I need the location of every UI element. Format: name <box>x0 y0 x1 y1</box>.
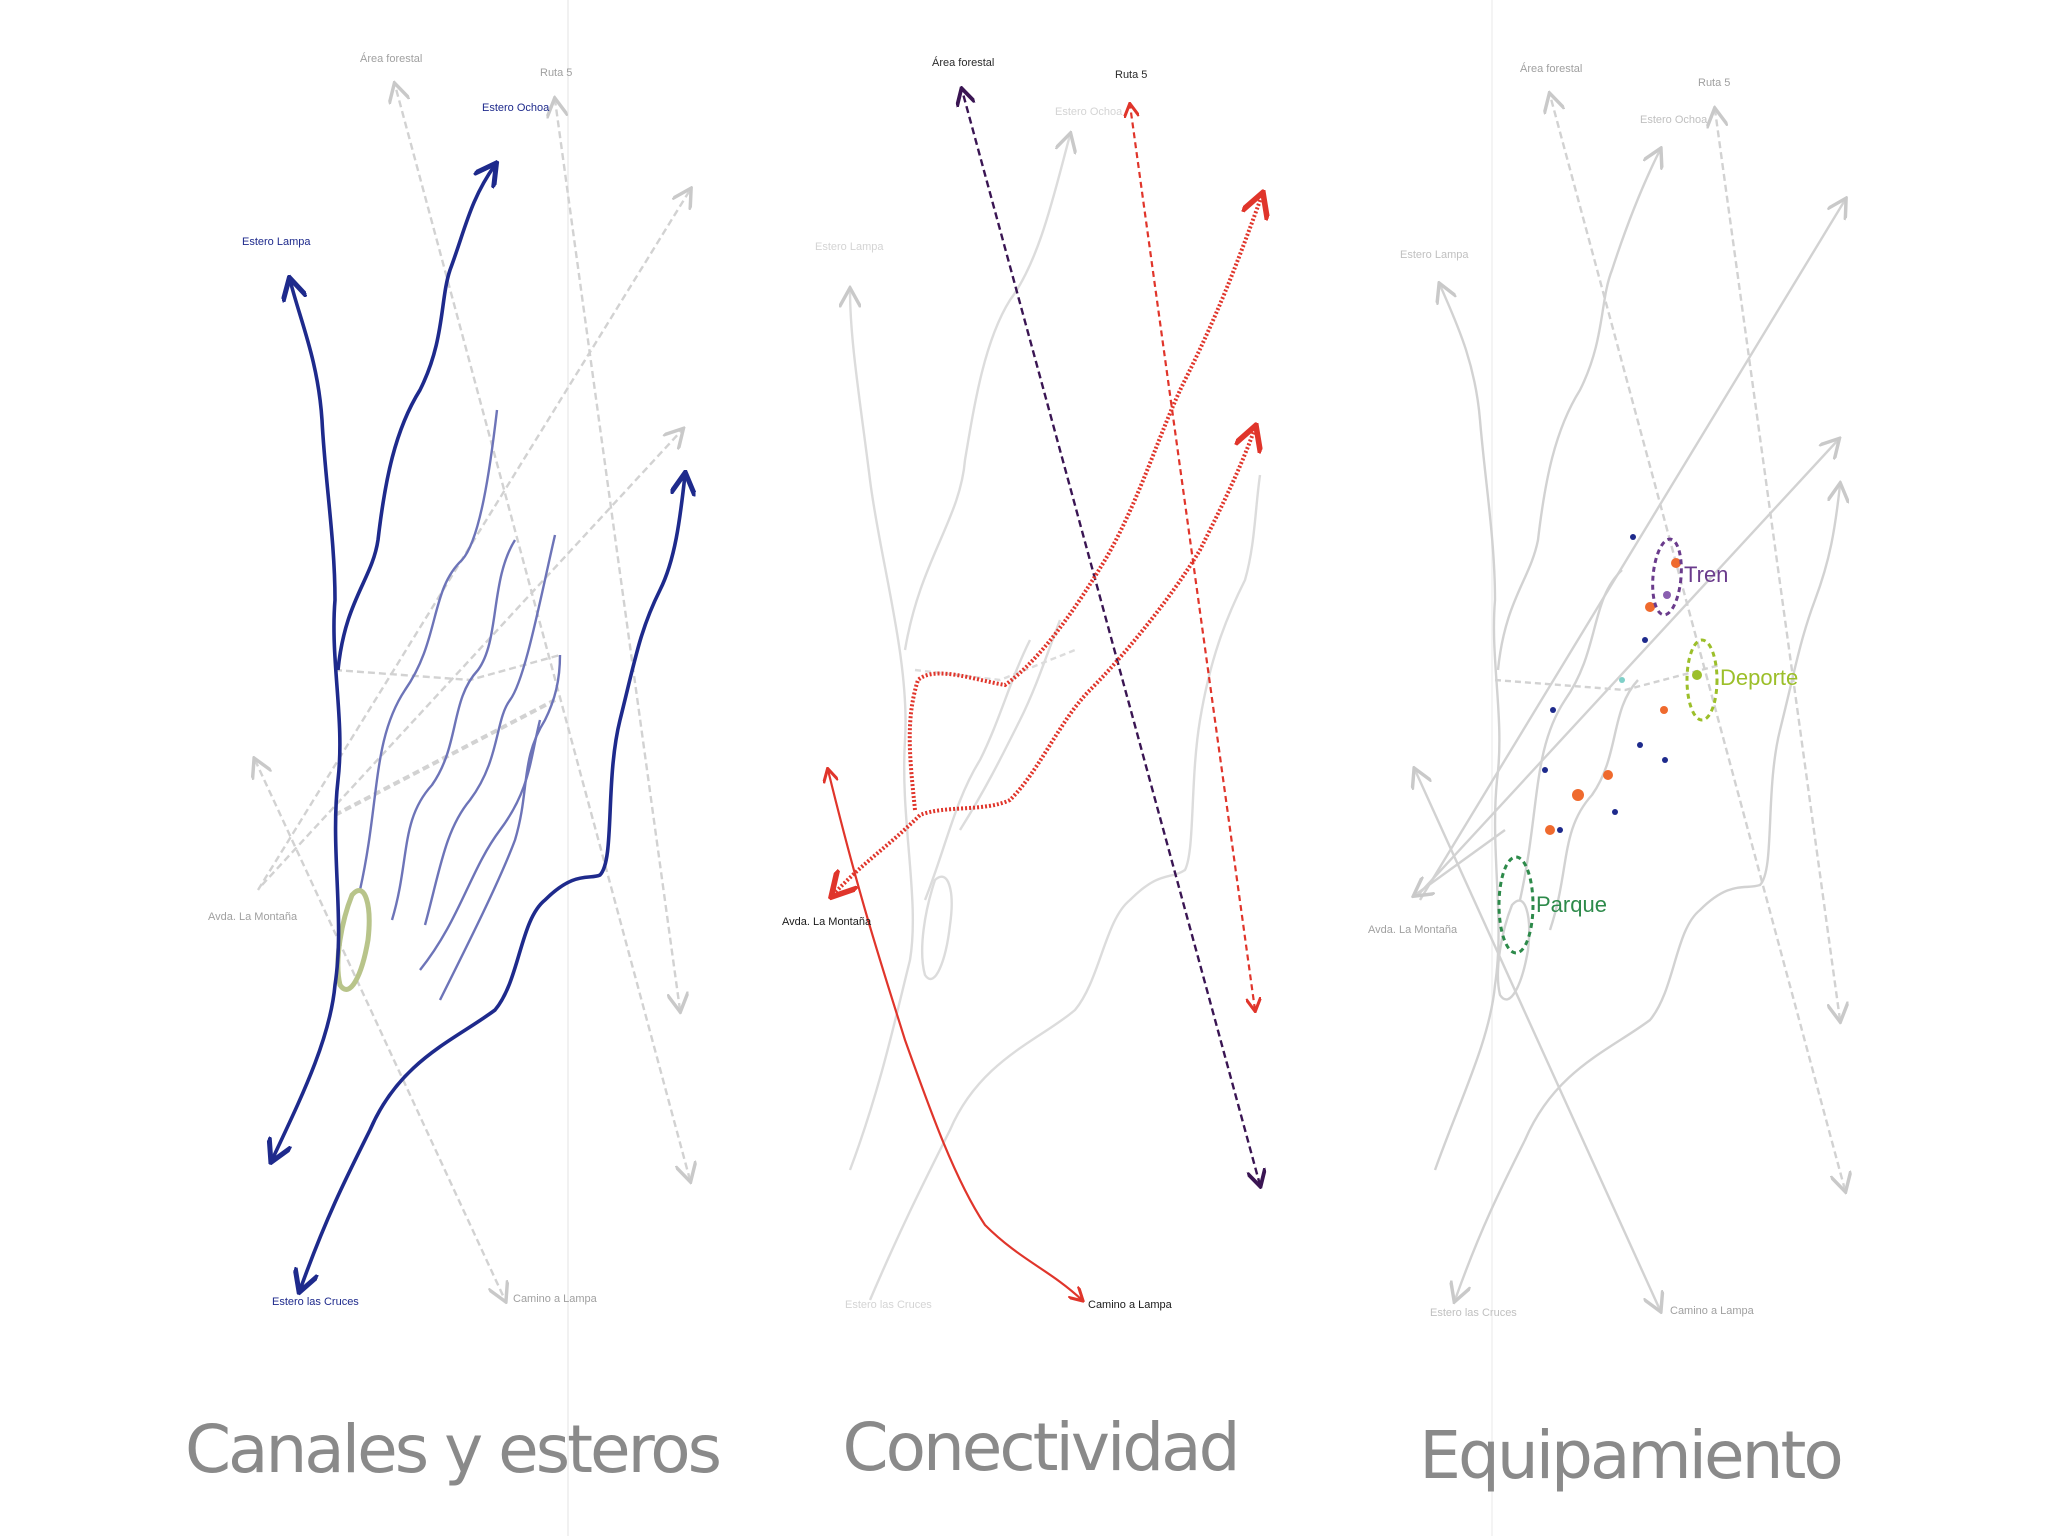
ghost-channel-mid-2 <box>958 619 1062 831</box>
axis-ne-arrow <box>1418 200 1845 901</box>
label-camino-a-lampa: Camino a Lampa <box>513 1293 598 1305</box>
label-estero-las-cruces: Estero las Cruces <box>272 1296 359 1308</box>
dot-navy <box>1637 742 1643 748</box>
label-tren: Tren <box>1684 562 1728 587</box>
base-network <box>255 85 690 1300</box>
label-deporte: Deporte <box>1720 665 1798 690</box>
estero-ochoa-channel <box>336 165 495 671</box>
label-avda-la-montana: Avda. La Montaña <box>1368 924 1458 936</box>
panel-title: Equipamiento <box>1419 1417 1840 1494</box>
dot-navy <box>1550 707 1556 713</box>
label-ruta-5: Ruta 5 <box>1698 77 1730 89</box>
link-area-forestal <box>962 90 1260 1185</box>
axis-ruta-5-arrow <box>555 100 680 1010</box>
channel-lampa <box>1433 285 1501 1171</box>
light-channels <box>358 409 562 1001</box>
estero-las-cruces-channel <box>300 475 685 1290</box>
link-ruta-5 <box>1130 105 1255 1010</box>
label-estero-lampa-ghost: Estero Lampa <box>815 241 884 253</box>
channel-inner-2 <box>1548 679 1639 931</box>
dot-navy <box>1557 827 1563 833</box>
channel-light-4 <box>419 719 542 971</box>
label-avda-la-montana: Avda. La Montaña <box>782 916 872 928</box>
dot-orange <box>1545 825 1555 835</box>
deporte-marker <box>1692 670 1702 680</box>
dot-navy <box>1642 637 1648 643</box>
label-ruta-5: Ruta 5 <box>540 67 572 79</box>
link-northeast <box>907 195 1262 811</box>
channel-light-1 <box>358 409 499 891</box>
label-estero-las-cruces: Estero las Cruces <box>1430 1307 1517 1319</box>
axis-east-arrow <box>261 430 682 886</box>
dot-orange <box>1645 602 1655 612</box>
label-camino-a-lampa: Camino a Lampa <box>1670 1305 1755 1317</box>
panel-3-labels: Área forestal Estero Ochoa Ruta 5 Estero… <box>1368 62 1755 1319</box>
link-avda-la-montana <box>833 428 1255 895</box>
label-estero-lampa: Estero Lampa <box>242 236 311 248</box>
label-estero-ochoa: Estero Ochoa <box>1640 114 1708 126</box>
axis-ruta-5-arrow <box>1715 110 1840 1020</box>
panel-canales-y-esteros: Área forestal Estero Ochoa Ruta 5 Estero… <box>185 52 723 1488</box>
axis-area-forestal-arrow <box>395 85 690 1180</box>
facility-dots <box>1542 534 1681 835</box>
panel-conectividad: Área forestal Ruta 5 Estero Ochoa Estero… <box>782 56 1262 1486</box>
label-parque: Parque <box>1536 892 1607 917</box>
panel-2-labels: Área forestal Ruta 5 Estero Ochoa Estero… <box>782 56 1173 1311</box>
label-avda-la-montana: Avda. La Montaña <box>208 911 298 923</box>
dot-orange <box>1671 558 1681 568</box>
connections <box>828 90 1262 1300</box>
dot-teal <box>1619 677 1625 683</box>
panel-1-labels: Área forestal Estero Ochoa Ruta 5 Estero… <box>208 52 598 1308</box>
dot-navy <box>1662 757 1668 763</box>
ghost-channel-top <box>903 135 1070 651</box>
link-camino-a-lampa <box>828 770 1082 1300</box>
channel-cruces <box>1455 485 1840 1300</box>
tren-marker <box>1663 591 1671 599</box>
channel-light-3 <box>423 534 557 926</box>
equipment-tren: Tren <box>1651 537 1728 617</box>
base-network <box>1415 95 1845 1310</box>
label-estero-las-cruces-ghost: Estero las Cruces <box>845 1299 932 1311</box>
main-channels <box>272 165 685 1290</box>
dot-orange <box>1660 706 1668 714</box>
equipment-deporte: Deporte <box>1685 638 1798 722</box>
dot-navy <box>1630 534 1636 540</box>
label-estero-ochoa: Estero Ochoa <box>482 102 550 114</box>
ghost-lagoon <box>1496 899 1531 1001</box>
label-ruta-5: Ruta 5 <box>1115 69 1147 81</box>
dot-navy <box>1542 767 1548 773</box>
channel-inner-1 <box>1518 569 1623 901</box>
panel-equipamiento: Tren Deporte Parque Área forestal Estero… <box>1368 62 1845 1494</box>
axis-inner-path <box>1494 663 1721 692</box>
panel-title: Conectividad <box>842 1409 1237 1486</box>
dot-orange <box>1572 789 1584 801</box>
axis-montana-arrow <box>1415 829 1506 895</box>
axis-camino-lampa-arrow <box>1415 770 1660 1310</box>
parque-zone-ring <box>1497 855 1535 955</box>
label-estero-ochoa-ghost: Estero Ochoa <box>1055 106 1123 118</box>
equipment-parque: Parque <box>1497 855 1607 955</box>
ghost-lagoon <box>920 875 953 981</box>
dot-orange <box>1603 770 1613 780</box>
label-area-forestal: Área forestal <box>932 56 994 69</box>
panel-title: Canales y esteros <box>185 1411 720 1488</box>
tren-zone-ring <box>1651 537 1683 617</box>
label-camino-a-lampa: Camino a Lampa <box>1088 1299 1173 1311</box>
dot-navy <box>1612 809 1618 815</box>
label-area-forestal: Área forestal <box>1520 62 1582 75</box>
deporte-zone-ring <box>1685 638 1719 722</box>
label-area-forestal: Área forestal <box>360 52 422 65</box>
estero-lampa-channel <box>272 280 342 1160</box>
label-estero-lampa: Estero Lampa <box>1400 249 1469 261</box>
